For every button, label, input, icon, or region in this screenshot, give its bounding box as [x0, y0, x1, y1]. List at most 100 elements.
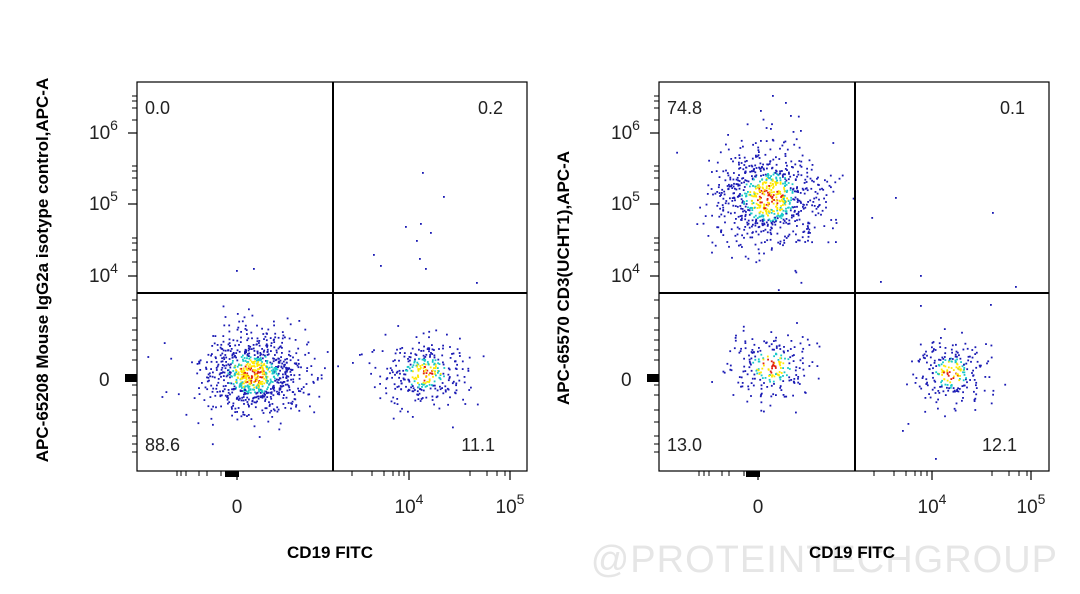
event-dot: [253, 371, 256, 374]
event-dot: [219, 372, 222, 375]
y-zero-tick-cluster: [125, 374, 137, 382]
event-dot: [722, 206, 725, 209]
event-dot: [234, 364, 237, 367]
event-dot: [963, 363, 965, 366]
event-dot: [783, 200, 786, 202]
event-dot: [772, 220, 774, 223]
event-dot: [752, 361, 755, 364]
event-dot: [791, 183, 794, 186]
event-dot: [428, 378, 431, 381]
event-dot: [213, 342, 216, 345]
event-dot: [204, 386, 207, 389]
event-dot: [943, 378, 946, 380]
event-dot: [795, 138, 798, 141]
event-dot: [217, 363, 220, 366]
event-dot: [975, 393, 978, 396]
event-dot: [922, 375, 924, 378]
event-dot: [278, 428, 281, 431]
event-dot: [433, 367, 435, 369]
event-dot: [781, 194, 784, 197]
event-dot: [765, 187, 768, 189]
event-dot: [265, 339, 268, 342]
event-dot: [769, 208, 772, 211]
event-dot: [716, 204, 719, 207]
event-dot: [317, 377, 319, 379]
event-dot: [262, 333, 265, 335]
event-dot: [946, 386, 948, 389]
event-dot: [758, 347, 760, 349]
event-dot: [758, 373, 761, 375]
event-dot: [238, 344, 240, 346]
event-dot: [234, 344, 237, 347]
event-dot: [261, 380, 264, 383]
event-dot: [785, 161, 787, 164]
event-dot: [283, 365, 285, 368]
event-dot: [416, 390, 419, 393]
event-dot: [283, 394, 285, 396]
event-dot: [264, 335, 267, 338]
event-dot: [293, 393, 296, 396]
event-dot: [206, 376, 208, 379]
event-dot: [773, 348, 775, 351]
event-dot: [772, 364, 774, 367]
event-dot: [771, 374, 774, 376]
event-dot: [782, 209, 785, 212]
event-dot: [756, 192, 759, 195]
event-dot: [959, 378, 961, 380]
event-dot: [269, 396, 272, 398]
event-dot: [456, 363, 458, 366]
event-dot: [776, 373, 779, 376]
event-dot: [780, 195, 783, 197]
event-dot: [766, 163, 769, 166]
event-dot: [394, 359, 396, 362]
event-dot: [455, 368, 458, 370]
event-dot: [747, 180, 750, 183]
event-dot: [422, 389, 425, 392]
event-dot: [758, 198, 761, 201]
event-dot: [300, 366, 302, 369]
event-dot: [720, 230, 722, 233]
event-dot: [421, 386, 423, 388]
event-dot: [965, 377, 967, 379]
event-dot: [407, 360, 410, 363]
event-dot: [259, 381, 262, 383]
event-dot: [286, 379, 289, 382]
event-dot: [385, 387, 387, 390]
event-dot: [266, 382, 269, 384]
event-dot: [245, 363, 248, 366]
event-dot: [407, 358, 409, 360]
event-dot: [360, 353, 363, 356]
event-dot: [800, 165, 803, 168]
event-dot: [295, 405, 297, 408]
event-dot: [458, 352, 461, 354]
event-dot: [794, 269, 797, 272]
event-dot: [425, 376, 427, 378]
event-dot: [273, 389, 276, 392]
event-dot: [429, 366, 432, 369]
event-dot: [797, 214, 800, 217]
event-dot: [243, 393, 245, 396]
event-dot: [257, 386, 260, 389]
event-dot: [742, 325, 745, 328]
event-dot: [222, 305, 225, 308]
event-dot: [954, 409, 957, 412]
event-dot: [224, 354, 227, 356]
event-dot: [920, 275, 922, 277]
event-dot: [758, 215, 761, 218]
event-dot: [297, 362, 300, 365]
event-dot: [751, 349, 754, 351]
event-dot: [962, 391, 964, 394]
event-dot: [716, 161, 719, 164]
event-dot: [236, 339, 239, 342]
event-dot: [251, 362, 254, 365]
event-dot: [750, 382, 753, 384]
event-dot: [198, 387, 200, 389]
event-dot: [980, 364, 982, 367]
event-dot: [784, 235, 786, 238]
event-dot: [751, 178, 754, 181]
event-dot: [286, 358, 288, 360]
event-dot: [211, 375, 214, 378]
event-dot: [779, 147, 781, 150]
event-dot: [793, 354, 795, 356]
event-dot: [759, 190, 761, 193]
